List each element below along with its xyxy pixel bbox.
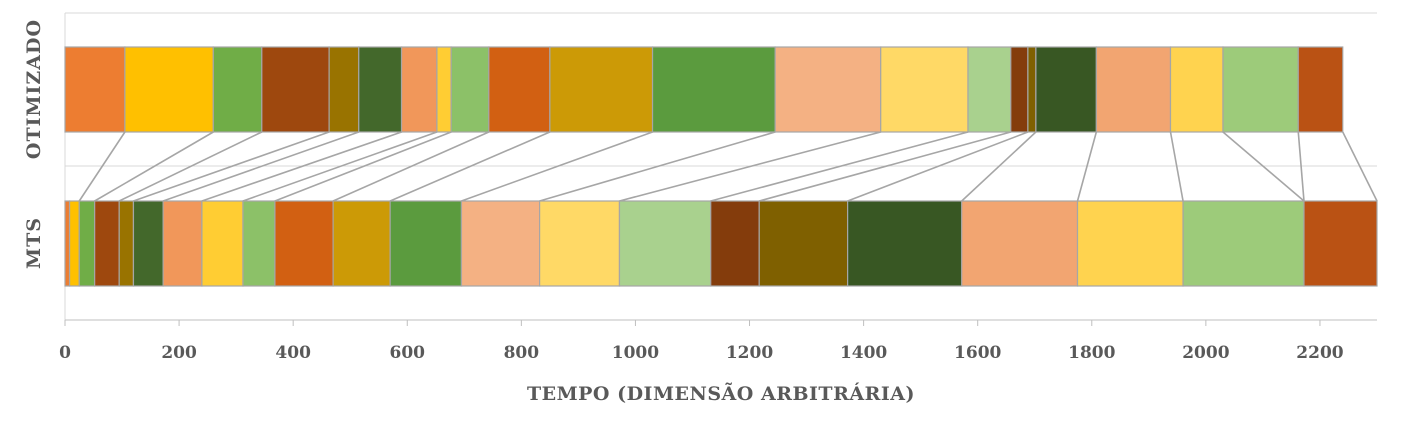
- bar-segment-mts-13: [460, 200, 541, 287]
- bar-segment-otimizado-15: [967, 46, 1012, 133]
- connector-line: [118, 131, 263, 202]
- connector-line: [133, 131, 330, 202]
- bar-segment-mts-11: [332, 200, 391, 287]
- bar-segment-mts-3: [78, 200, 96, 287]
- bar-segment-mts-8: [201, 200, 244, 287]
- connector-line: [619, 131, 881, 202]
- x-tick-label: 1600: [954, 343, 1001, 363]
- bar-segment-otimizado-4: [261, 46, 330, 133]
- x-tick-label: 400: [275, 343, 311, 363]
- connector-layer: [78, 131, 1378, 202]
- connector-line: [847, 131, 1029, 202]
- x-tick-label: 1800: [1068, 343, 1115, 363]
- connector-line: [961, 131, 1037, 202]
- bar-segment-mts-6: [132, 200, 164, 287]
- connector-line: [162, 131, 360, 202]
- bar-segment-mts-20: [1076, 200, 1184, 287]
- bar-segment-otimizado-11: [549, 46, 654, 133]
- connector-line: [1297, 131, 1305, 202]
- bar-segment-otimizado-6: [358, 46, 403, 133]
- x-tick-label: 0: [59, 343, 71, 363]
- x-tick-label: 200: [161, 343, 197, 363]
- bar-segment-otimizado-2: [124, 46, 214, 133]
- bar-segment-otimizado-20: [1169, 46, 1224, 133]
- bar-segment-otimizado-3: [212, 46, 263, 133]
- bar-layer: [64, 46, 1378, 287]
- bar-segment-mts-16: [710, 200, 760, 287]
- x-tick-label: 2200: [1296, 343, 1343, 363]
- bar-segment-mts-9: [242, 200, 276, 287]
- connector-line: [759, 131, 1011, 202]
- connector-line: [332, 131, 490, 202]
- connector-line: [201, 131, 402, 202]
- x-tick-label: 1000: [612, 343, 659, 363]
- connector-line: [242, 131, 438, 202]
- bar-segment-mts-2: [68, 200, 80, 287]
- connector-line: [94, 131, 214, 202]
- bar-segment-otimizado-18: [1035, 46, 1097, 133]
- bar-segment-mts-17: [758, 200, 849, 287]
- bar-segment-otimizado-9: [450, 46, 490, 133]
- x-tick-label: 800: [504, 343, 540, 363]
- connector-line: [389, 131, 551, 202]
- x-tick-label: 600: [390, 343, 426, 363]
- x-tick-label: 2000: [1182, 343, 1229, 363]
- bar-segment-otimizado-5: [328, 46, 360, 133]
- bar-segment-mts-18: [847, 200, 963, 287]
- connector-line: [1169, 131, 1184, 202]
- bar-segment-otimizado-22: [1297, 46, 1344, 133]
- x-tick-label: 1400: [840, 343, 887, 363]
- bar-segment-otimizado-14: [880, 46, 969, 133]
- x-axis-title: TEMPO (DIMENSÃO ARBITRÁRIA): [527, 382, 915, 405]
- bar-segment-mts-19: [961, 200, 1079, 287]
- category-label-otimizado: OTIMIZADO: [23, 19, 45, 159]
- connector-line: [710, 131, 969, 202]
- x-tick-label: 1200: [726, 343, 773, 363]
- bar-segment-otimizado-13: [774, 46, 882, 133]
- bar-segment-mts-5: [118, 200, 135, 287]
- bar-segment-mts-21: [1182, 200, 1305, 287]
- bar-segment-mts-14: [539, 200, 621, 287]
- connector-line: [1342, 131, 1378, 202]
- bar-segment-otimizado-16: [1010, 46, 1029, 133]
- category-label-mts: MTS: [23, 217, 45, 269]
- connector-line: [1222, 131, 1305, 202]
- x-axis: 0 200 400 600 800 1000 1200 1400 1600 1800 2000 220…: [59, 319, 1377, 363]
- bar-segment-otimizado-8: [436, 46, 452, 133]
- connector-line: [539, 131, 776, 202]
- bar-segment-otimizado-7: [400, 46, 438, 133]
- connector-line: [461, 131, 653, 202]
- bar-segment-otimizado-1: [64, 46, 126, 133]
- bar-segment-otimizado-19: [1095, 46, 1172, 133]
- bar-segment-mts-7: [162, 200, 203, 287]
- connector-line: [1076, 131, 1098, 202]
- connector-line: [274, 131, 452, 202]
- bar-segment-mts-10: [274, 200, 334, 287]
- bar-segment-mts-12: [389, 200, 463, 287]
- bar-segment-mts-1: [64, 200, 71, 287]
- bar-segment-otimizado-12: [651, 46, 776, 133]
- bar-segment-otimizado-17: [1027, 46, 1037, 133]
- bar-segment-mts-22: [1303, 200, 1378, 287]
- connector-line: [78, 131, 126, 202]
- bar-segment-otimizado-21: [1222, 46, 1299, 133]
- bar-segment-mts-15: [618, 200, 712, 287]
- bar-segment-otimizado-10: [488, 46, 551, 133]
- bar-segment-mts-4: [94, 200, 120, 287]
